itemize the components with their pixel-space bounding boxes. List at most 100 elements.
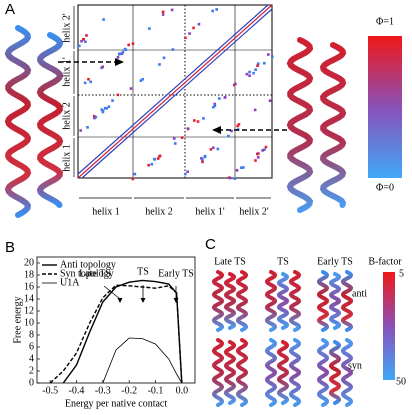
contact-dot [78,44,81,48]
contact-dot [248,74,251,78]
row-label: helix 2' [61,13,72,42]
contact-dot [147,163,151,167]
contact-dot [245,72,249,76]
contact-dot [102,18,105,21]
contact-dot [264,145,268,149]
bfactor-colorbar [383,272,395,380]
contact-dot [153,157,156,161]
y-tick-label: 14 [24,293,34,304]
contact-dot [197,22,201,26]
contact-dot [173,142,177,145]
contact-dot [218,97,221,100]
row-label: syn [348,360,362,371]
y-tick-label: 16 [24,281,34,292]
contact-dot [81,37,85,41]
contact-dot [101,110,105,114]
contact-dot [256,64,259,68]
plot-frame [36,256,196,384]
contact-dot [213,102,217,106]
contact-dot [133,172,137,176]
contact-dot [202,117,205,120]
contact-dot [161,13,165,16]
contact-dot [156,157,160,160]
contact-dot [86,126,89,129]
contact-dot [107,105,111,108]
annotation: Early TS [158,268,194,279]
annotation-arrowhead [117,298,123,303]
contact-dot [233,177,237,181]
contact-dot [103,106,107,110]
y-tick-label: 10 [24,317,34,328]
helix [36,32,64,208]
x-tick-label: 0.0 [176,385,189,396]
annotation-arrowhead [173,298,179,303]
contact-dot [141,77,145,81]
contact-dot [83,81,87,85]
contact-dot [209,148,213,151]
contact-dot [116,93,120,97]
contact-dot [196,120,200,123]
contact-dot [261,149,264,152]
contact-dot [79,129,82,132]
y-tick-label: 12 [24,305,34,316]
arrow-head [115,58,124,66]
helix [328,340,342,405]
col-label: helix 2' [239,206,268,217]
contact-dot [105,106,109,110]
series-line [102,337,183,384]
y-tick-label: 2 [29,365,34,376]
contact-dot [237,123,241,126]
helix [340,338,354,407]
helix [288,270,302,332]
diagonal [81,8,273,179]
contact-dot [201,158,204,162]
contact-dot [248,70,251,74]
col-label: helix 1' [195,206,224,217]
contact-dot [223,95,227,99]
contact-dot [240,166,243,170]
y-tick-label: 18 [24,269,34,280]
contact-dot [211,9,214,13]
annotation-arrow [103,285,121,300]
colorbar-title: B-factor [368,256,402,267]
contact-dot [129,87,133,90]
helix [235,338,249,407]
contact-dot [80,39,83,43]
x-axis-title: Energy per native contact [65,398,167,409]
contact-dot [268,99,272,103]
helix [235,270,249,332]
column-label: Late TS [214,256,246,267]
contact-dot [186,127,190,131]
contact-dot [211,146,215,150]
y-tick-label: 8 [29,329,34,340]
helix [276,272,290,330]
contact-dot [186,170,190,174]
contact-dot [242,166,245,169]
contact-dot [253,108,257,112]
legend-label: U1A [60,277,80,288]
helix [288,338,302,407]
helix [328,272,342,330]
y-tick-label: 0 [29,377,34,388]
helix [4,25,32,218]
phi-colorbar [368,36,402,178]
contact-dot [228,176,232,180]
contact-dot [192,26,195,30]
colorbar-label: 50 [396,376,406,387]
contact-dot [254,159,257,162]
colorbar-label: Φ=0 [376,182,394,193]
contact-dot [256,152,259,156]
colorbar-label: 5 [399,268,404,279]
contact-dot [184,36,187,40]
contact-dot [234,82,237,86]
legend-label: Anti topology [60,259,116,270]
contact-dot [263,61,266,65]
row-label: helix 2 [61,102,72,130]
panel-label: B [5,239,15,256]
helix [264,270,278,332]
column-label: TS [277,256,289,267]
contact-dot [124,48,128,52]
colorbar-label: Φ=1 [376,16,394,27]
contact-dot [127,43,130,47]
contact-dot [121,50,125,54]
